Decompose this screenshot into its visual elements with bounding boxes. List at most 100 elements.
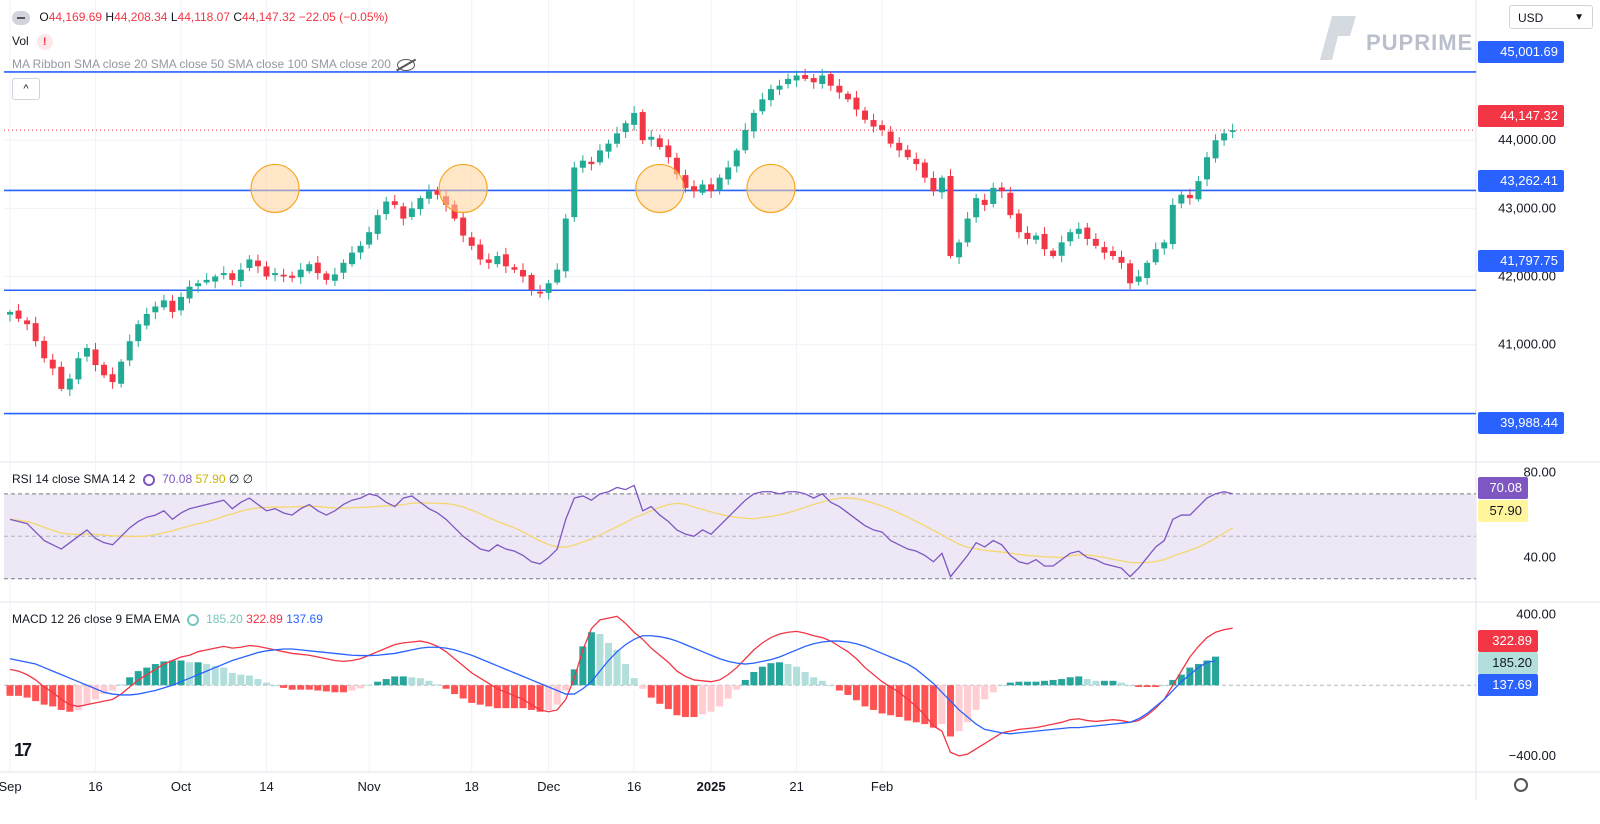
macd-histogram-bar [699, 685, 707, 715]
candle-body [1221, 133, 1228, 141]
macd-histogram-bar [408, 677, 416, 686]
high-value: 44,208.34 [114, 10, 168, 24]
collapse-legend-button[interactable]: ^ [12, 78, 40, 100]
candle-body [639, 112, 646, 141]
macd-histogram-bar [297, 685, 305, 690]
candle-body [1092, 238, 1099, 246]
symbol-toggle-icon[interactable] [12, 10, 30, 25]
candle-body [366, 232, 373, 245]
candle-body [947, 175, 954, 257]
macd-histogram-bar [237, 674, 245, 686]
macd-histogram-bar [168, 660, 176, 686]
candle-body [973, 198, 980, 218]
price-tick-label: 41,000.00 [1498, 337, 1556, 352]
macd-histogram-bar [40, 685, 48, 705]
candle-body [1024, 232, 1031, 239]
macd-histogram-bar [545, 685, 553, 710]
macd-histogram-bar [613, 649, 621, 686]
macd-histogram-bar [1058, 679, 1066, 686]
macd-histogram-bar [143, 667, 151, 686]
candle-body [785, 78, 792, 85]
macd-histogram-bar [92, 685, 99, 700]
macd-histogram-bar [519, 685, 527, 709]
candle-body [699, 184, 706, 193]
macd-histogram-bar [23, 685, 31, 698]
time-tick-label: 14 [259, 779, 273, 794]
macd-histogram-bar [793, 666, 801, 686]
candle-body [408, 208, 415, 217]
last-price-pill: 44,147.32 [1478, 105, 1564, 127]
currency-select[interactable]: USD ▼ [1509, 5, 1593, 29]
candle-body [15, 310, 22, 319]
macd-legend[interactable]: MACD 12 26 close 9 EMA EMA 185.20 322.89… [12, 612, 323, 626]
chevron-down-icon: ▼ [1574, 12, 1584, 23]
rsi-extra-1: ∅ [228, 472, 240, 486]
high-label: H [105, 10, 115, 24]
macd-histogram-bar [562, 685, 570, 691]
macd-histogram-bar [1023, 681, 1031, 686]
macd-histogram-bar [647, 685, 655, 698]
macd-histogram-bar [818, 680, 826, 686]
macd-histogram-bar [981, 685, 989, 700]
candle-body [314, 262, 321, 274]
candle-body [1007, 192, 1014, 216]
candle-body [810, 77, 817, 83]
warning-icon[interactable]: ! [36, 34, 53, 50]
candle-body [887, 131, 894, 144]
candle-body [1135, 276, 1142, 282]
candle-body [1152, 249, 1159, 263]
price-tick-label: 42,000.00 [1498, 268, 1556, 283]
candle-body [220, 273, 227, 276]
macd-histogram-bar [510, 685, 518, 709]
macd-histogram-bar [964, 685, 972, 723]
macd-histogram-bar [1143, 685, 1151, 687]
ma-ribbon-legend[interactable]: MA Ribbon SMA close 20 SMA close 50 SMA … [12, 57, 415, 71]
candle-body [49, 359, 56, 369]
candle-body [7, 311, 13, 315]
macd-histogram-bar [391, 676, 399, 686]
macd-histogram-bar [1177, 674, 1185, 686]
hidden-eye-icon[interactable] [396, 58, 415, 71]
macd-histogram-bar [861, 685, 869, 707]
candle-body [862, 110, 868, 120]
macd-histogram-bar [288, 685, 296, 690]
settings-gear-icon[interactable] [1514, 778, 1528, 792]
macd-histogram-bar [1118, 682, 1125, 686]
candle-body [1101, 247, 1108, 253]
macd-histogram-bar [1126, 685, 1134, 687]
candle-body [280, 274, 287, 277]
macd-histogram-bar [827, 685, 835, 687]
vol-legend[interactable]: Vol! [12, 34, 53, 50]
candle-body [1075, 228, 1082, 234]
candle-body [904, 149, 911, 158]
macd-histogram-bar [528, 685, 536, 710]
candle-body [460, 217, 467, 236]
candle-body [528, 274, 535, 291]
macd-histogram-bar [998, 685, 1006, 687]
candle-body [254, 260, 261, 267]
candle-body [178, 296, 184, 311]
macd-line [9, 615, 1233, 757]
candle-body [297, 269, 304, 278]
candle-body [1161, 242, 1168, 249]
candle-body [716, 177, 723, 191]
candle-body [562, 218, 569, 272]
macd-histogram-bar [767, 663, 775, 686]
candle-body [1041, 233, 1048, 250]
candle-body [349, 252, 355, 265]
rsi-legend[interactable]: RSI 14 close SMA 14 2 70.08 57.90 ∅ ∅ [12, 472, 253, 486]
candle-body [434, 189, 441, 195]
annotation-circle [250, 163, 300, 214]
macd-histogram-bar [904, 685, 912, 721]
time-tick-label: 2025 [697, 779, 726, 794]
macd-histogram-bar [741, 679, 749, 686]
macd-histogram-bar [1066, 677, 1074, 686]
candle-body [306, 264, 313, 272]
price-tick-label: 43,000.00 [1498, 200, 1556, 215]
candle-body [733, 150, 740, 167]
candle-body [1144, 262, 1151, 279]
time-tick-label: Oct [171, 779, 192, 794]
candle-body [237, 269, 244, 282]
rsi-tick-label: 80.00 [1523, 465, 1556, 480]
